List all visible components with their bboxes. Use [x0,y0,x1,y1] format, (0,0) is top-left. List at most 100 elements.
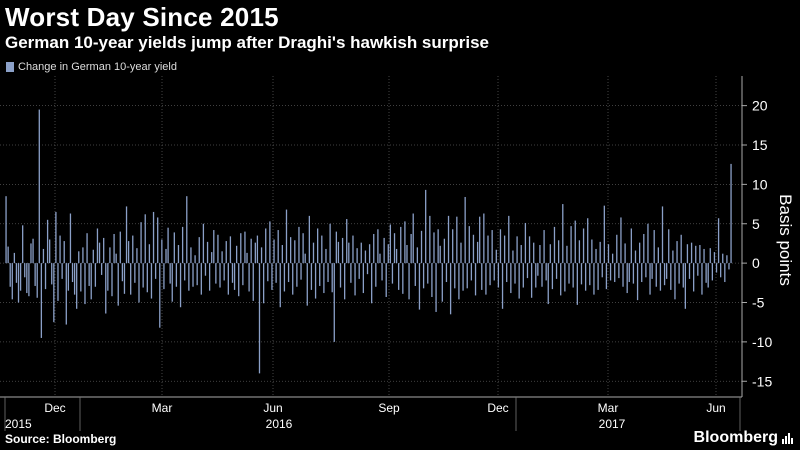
bar [431,263,433,297]
y-tick-label: 20 [752,98,768,114]
bar [508,215,510,264]
bar [408,263,410,300]
bar [96,228,99,264]
bar [460,242,462,264]
bar [709,248,711,264]
bar [200,263,202,295]
bar [425,189,427,264]
bar [616,234,618,264]
bar [724,263,726,283]
bar [238,263,240,297]
bar [11,263,13,300]
bar [188,263,190,291]
legend: Change in German 10-year yield [6,61,177,73]
bar [626,263,628,294]
legend-label: Change in German 10-year yield [18,61,177,73]
bar [416,247,419,264]
bar [94,263,97,287]
bar [404,221,406,264]
bar [566,245,568,264]
bar [300,263,302,280]
bar [555,263,558,279]
bar [194,255,196,264]
bar [620,217,622,264]
y-tick-label: -5 [752,295,765,311]
bar [248,263,250,292]
bar [647,223,649,264]
bar [152,211,155,264]
bar [88,263,90,286]
bar [582,228,585,264]
bar [306,263,308,306]
bar [240,233,242,264]
bar [57,263,59,301]
bar [17,263,20,303]
brand-name: Bloomberg [693,429,778,446]
bar [256,235,259,264]
bar [337,241,340,264]
bar [123,263,126,294]
bar [466,263,468,289]
bar [535,263,537,288]
bar [389,224,392,264]
bar [493,263,495,281]
bar [418,263,421,310]
bar [356,248,358,264]
bar [686,244,689,264]
bar [15,263,18,283]
bar [329,223,331,264]
bar [410,233,412,264]
y-tick-label: -10 [752,334,772,350]
source-note: Source: Bloomberg [5,432,117,446]
bar [591,239,593,264]
bar [458,263,460,300]
bar [510,263,512,294]
year-label: 2016 [266,417,293,431]
bar [518,263,520,299]
bar [171,263,173,302]
bar [296,263,298,287]
bar [246,252,248,264]
bar [551,263,554,290]
bar [489,263,491,286]
bar [358,263,360,279]
bar [506,263,508,283]
bar [589,263,591,286]
bar [223,263,225,281]
bar [653,230,655,264]
bar [470,263,473,281]
bar [115,253,117,264]
bar [198,237,200,264]
x-tick-label: Mar [152,401,173,415]
bar [49,239,51,264]
bar [24,263,26,278]
bar [645,263,647,278]
bar [333,263,335,342]
bar [169,263,171,284]
bar [350,263,352,283]
bar [78,251,80,264]
bar [474,263,477,296]
bar [184,263,186,281]
bar [30,243,32,264]
bar [395,248,398,264]
bar [624,243,626,264]
bar [368,244,371,264]
bar [549,244,551,264]
bar [98,242,101,264]
bar [42,248,45,264]
bar [503,235,506,264]
bar [136,248,138,264]
bar [638,242,641,264]
bar [352,235,354,264]
bar [341,237,344,264]
bar [383,237,385,264]
bar [516,236,518,264]
bar-chart-icon [782,432,794,444]
bar [260,247,263,264]
y-tick-label: -15 [752,373,772,389]
bar [317,228,319,264]
bar [433,232,435,264]
bar [539,245,541,264]
bar [319,263,321,286]
